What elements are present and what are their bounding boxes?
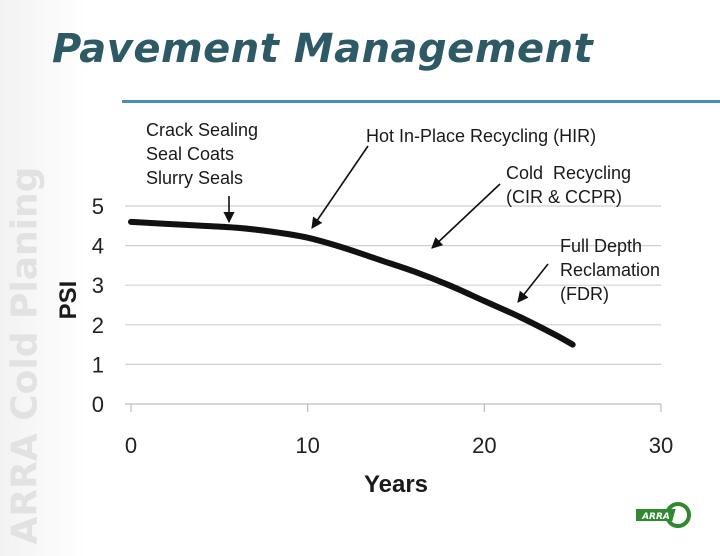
annotation-full-depth-reclamation: Full Depth Reclamation (FDR) (560, 234, 660, 306)
y-tick-label: 2 (92, 313, 104, 338)
chart-ticks: 0 1 2 3 4 5 0 10 20 30 (92, 194, 673, 458)
annotation-preservation: Crack Sealing Seal Coats Slurry Seals (146, 118, 258, 190)
annotation-line: Full Depth (560, 236, 643, 256)
psi-chart: 0 1 2 3 4 5 0 10 20 30 Years PSI (55, 145, 673, 498)
logo-text: ARRA (641, 512, 670, 522)
annotation-line: Cold Recycling (506, 163, 632, 183)
x-tick-label: 20 (472, 433, 496, 458)
y-axis-label: PSI (55, 281, 82, 320)
annotation-line: Slurry Seals (146, 168, 244, 188)
arra-logo: ARRA (636, 502, 691, 528)
chart-grid (125, 205, 662, 412)
x-tick-label: 30 (649, 433, 673, 458)
y-tick-label: 4 (92, 234, 104, 259)
y-tick-label: 5 (92, 194, 104, 219)
psi-curve-line (128, 218, 576, 348)
y-tick-label: 3 (92, 273, 104, 298)
slide-title: Pavement Management (52, 26, 594, 72)
annotation-arrows (223, 145, 549, 303)
annotation-line: Crack Sealing (146, 120, 259, 140)
annotation-line: Seal Coats (146, 144, 235, 164)
annotation-line: (CIR & CCPR) (506, 187, 622, 207)
y-tick-label: 0 (92, 392, 104, 417)
x-tick-label: 0 (125, 433, 137, 458)
title-rule (122, 100, 720, 103)
x-axis-label: Years (364, 471, 428, 498)
y-tick-label: 1 (92, 352, 104, 377)
annotation-line: Hot In-Place Recycling (HIR) (366, 126, 597, 146)
annotation-hot-in-place-recycling: Hot In-Place Recycling (HIR) (366, 124, 596, 148)
annotation-line: Reclamation (560, 260, 661, 280)
annotation-line: (FDR) (560, 284, 609, 304)
annotation-arrow (431, 183, 501, 249)
annotation-arrow (311, 145, 369, 229)
annotation-cold-recycling: Cold Recycling (CIR & CCPR) (506, 161, 631, 209)
annotation-arrow (517, 263, 549, 303)
x-tick-label: 10 (295, 433, 319, 458)
